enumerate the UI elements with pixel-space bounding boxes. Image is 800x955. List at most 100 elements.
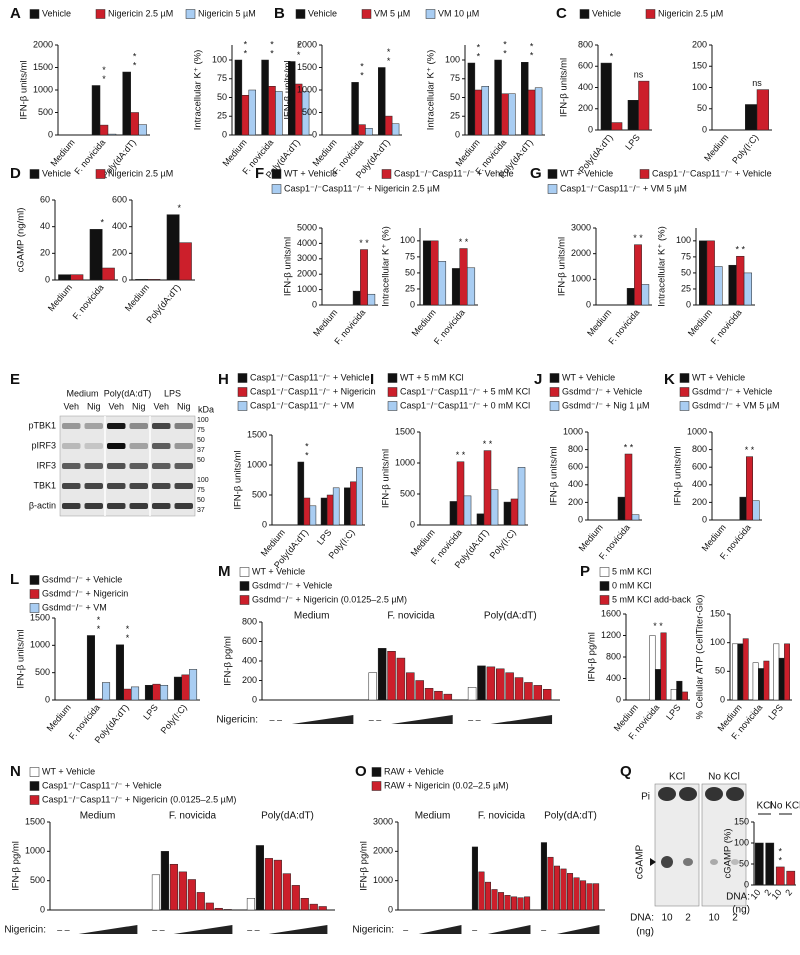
y-tick-label: 0 xyxy=(702,514,707,524)
bar xyxy=(775,866,785,886)
legend-swatch xyxy=(387,401,398,411)
dose-none: – xyxy=(541,924,546,934)
y-tick-label: 100 xyxy=(676,235,691,245)
bar xyxy=(102,682,111,701)
bar xyxy=(617,496,626,521)
x-tick-label: Medium xyxy=(686,307,714,338)
bar xyxy=(351,82,359,136)
bar xyxy=(214,907,223,911)
legend-label: VM 5 µM xyxy=(374,8,410,18)
legend-label: WT + Vehicle xyxy=(560,168,613,178)
y-tick-label: 60 xyxy=(40,194,50,204)
y-tick-label: 150 xyxy=(710,608,725,618)
y-tick-label: 3000 xyxy=(297,253,317,263)
legend-label: Gsdmd⁻/⁻ + Vehicle xyxy=(562,386,642,396)
y-tick-label: 20 xyxy=(40,248,50,258)
bar xyxy=(765,842,775,886)
bar xyxy=(365,128,373,136)
x-tick-label: 2 xyxy=(783,887,794,897)
y-tick-label: 150 xyxy=(692,61,707,71)
legend-swatch xyxy=(29,781,40,791)
bar xyxy=(326,494,334,526)
y-axis-label: IFN-β units/ml xyxy=(557,237,568,296)
x-tick-label: Medium xyxy=(702,132,730,163)
band xyxy=(107,423,126,429)
y-tick-label: 100 xyxy=(692,82,707,92)
y-tick-label: 100 xyxy=(710,637,725,647)
dose-none: – – xyxy=(468,714,481,724)
y-tick-label: 500 xyxy=(252,489,267,499)
y-tick-label: 0 xyxy=(686,299,691,309)
significance: * xyxy=(133,60,137,70)
bar xyxy=(496,668,505,701)
band xyxy=(107,483,126,489)
y-tick-label: 5000 xyxy=(297,222,317,232)
bar xyxy=(396,657,406,701)
bar xyxy=(360,249,368,306)
legend-swatch xyxy=(239,581,250,591)
bar xyxy=(503,501,512,526)
bar xyxy=(309,903,318,911)
x-tick-label: Medium xyxy=(48,137,76,168)
bar xyxy=(102,267,115,281)
significance: * xyxy=(244,48,248,58)
x-tick-label: Medium xyxy=(410,307,438,338)
y-tick-label: 200 xyxy=(112,248,127,258)
band xyxy=(107,443,126,449)
significance: * xyxy=(244,39,248,49)
y-tick-label: 600 xyxy=(568,462,583,472)
legend-label: Casp1⁻/⁻Casp11⁻/⁻ + Vehicle xyxy=(250,372,370,382)
y-tick-label: 0 xyxy=(40,904,45,914)
group-label: F. novicida xyxy=(478,811,526,822)
bar xyxy=(752,662,759,701)
x-tick-label: Medium xyxy=(46,282,74,313)
significance: * * xyxy=(456,450,466,460)
band xyxy=(107,463,126,469)
legend-label: Gsdmd⁻/⁻ + Nigericin (0.0125–2.5 µM) xyxy=(252,594,407,604)
legend-label: Nigericin 2.5 µM xyxy=(658,8,723,18)
bar xyxy=(586,883,593,911)
significance: * xyxy=(297,50,301,60)
legend-label: Vehicle xyxy=(42,168,71,178)
y-axis-label: Intracellular K⁺ (%) xyxy=(426,50,437,131)
y-tick-label: 0 xyxy=(388,904,393,914)
bar xyxy=(524,896,531,911)
protein-label: β-actin xyxy=(29,500,56,510)
tlc-dose: 10 xyxy=(661,913,673,924)
bar xyxy=(160,851,169,911)
y-tick-label: 400 xyxy=(568,479,583,489)
legend-swatch xyxy=(547,184,558,194)
bar xyxy=(443,693,453,701)
bar xyxy=(593,883,600,911)
dose-none: – xyxy=(403,924,408,934)
bar xyxy=(511,896,518,911)
legend-swatch xyxy=(237,401,248,411)
dose-none: – – xyxy=(369,714,382,724)
bar xyxy=(624,453,633,521)
bar xyxy=(248,89,256,136)
y-tick-label: 75 xyxy=(217,73,227,83)
y-tick-label: 1600 xyxy=(601,608,621,618)
bar xyxy=(756,89,769,131)
bar xyxy=(527,89,536,136)
y-tick-label: 100 xyxy=(734,837,749,847)
y-tick-label: 150 xyxy=(734,816,749,826)
group-label: Medium xyxy=(294,611,330,622)
band xyxy=(152,443,171,449)
bar xyxy=(377,648,387,701)
legend-swatch xyxy=(29,589,40,599)
bar xyxy=(463,495,472,526)
bar xyxy=(86,635,95,701)
band xyxy=(174,483,193,489)
bar xyxy=(94,698,103,701)
y-tick-label: 800 xyxy=(606,651,621,661)
bar xyxy=(490,489,499,526)
bar xyxy=(138,124,147,136)
y-tick-label: 0 xyxy=(588,124,593,134)
y-tick-label: 0 xyxy=(262,519,267,529)
bar xyxy=(459,248,468,306)
y-tick-label: 1500 xyxy=(30,612,50,622)
bar xyxy=(144,684,153,701)
legend-label: Casp1⁻/⁻Casp11⁻/⁻ + Vehicle xyxy=(652,168,772,178)
